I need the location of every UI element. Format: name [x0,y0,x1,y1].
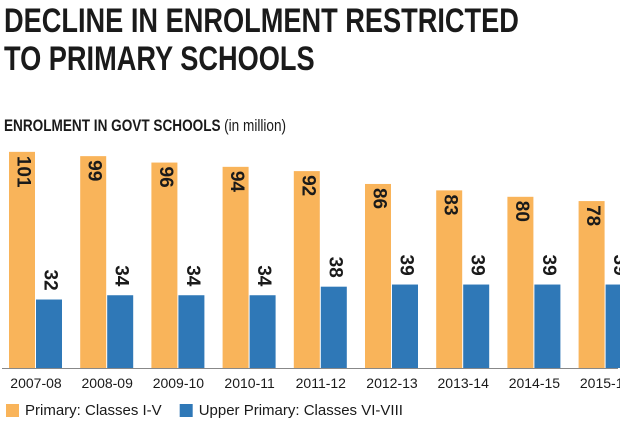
bar [178,295,205,368]
bar [392,284,418,368]
value-label: 39 [609,255,620,276]
x-tick-label: 2007-08 [10,375,62,391]
value-label: 99 [84,160,105,181]
value-label: 101 [12,156,33,188]
unit: (in million) [224,117,286,136]
value-label: 34 [253,265,274,287]
value-label: 34 [182,265,203,287]
x-tick-label: 2010-11 [224,375,275,391]
value-label: 32 [39,270,60,291]
x-tick-label: 2009-10 [153,375,205,391]
value-label: 34 [111,265,132,287]
subtitle-text: ENROLMENT IN GOVT SCHOOLS [4,117,221,136]
legend-label: Primary: Classes I-V [25,402,162,419]
value-label: 86 [368,188,389,209]
legend-label: Upper Primary: Classes VI-VIII [199,402,403,419]
x-tick-label: 2013-14 [438,375,490,391]
bar [151,162,178,368]
title-group: DECLINE IN ENROLMENT RESTRICTED TO PRIMA… [4,1,519,78]
bar [293,171,320,368]
bar [9,151,35,368]
x-tick-label: 2014-15 [509,375,561,391]
legend-swatch [6,404,19,417]
bar [222,166,249,368]
value-label: 38 [324,257,345,278]
value-label: 94 [226,171,247,193]
bar [249,295,276,368]
bar [107,295,134,368]
chart-title: TO PRIMARY SCHOOLS [4,39,315,78]
chart-title: DECLINE IN ENROLMENT RESTRICTED [4,1,519,40]
x-tick-label: 2012-13 [366,375,418,391]
bar [320,286,347,368]
x-tick-label: 2011-12 [296,375,347,391]
value-label: 39 [538,255,559,276]
bar [605,284,620,368]
value-label: 39 [467,255,488,276]
bar [463,284,490,368]
bar [365,183,391,368]
value-label: 92 [297,175,318,196]
bar [36,299,62,368]
value-label: 39 [395,255,416,276]
bar [534,284,561,368]
bar [80,156,107,368]
value-label: 83 [440,194,461,215]
x-tick-label: 2008-09 [82,375,134,391]
x-tick-label: 2015-16 [580,375,620,391]
subtitle-group: ENROLMENT IN GOVT SCHOOLS (in million) [4,117,286,136]
legend-swatch [179,404,193,417]
value-label: 96 [155,167,176,188]
bar [436,190,463,368]
subtitle: ENROLMENT IN GOVT SCHOOLS (in million) [4,117,286,136]
bar [507,196,534,368]
value-label: 78 [582,205,603,226]
bar [578,201,605,368]
value-label: 80 [511,201,532,222]
